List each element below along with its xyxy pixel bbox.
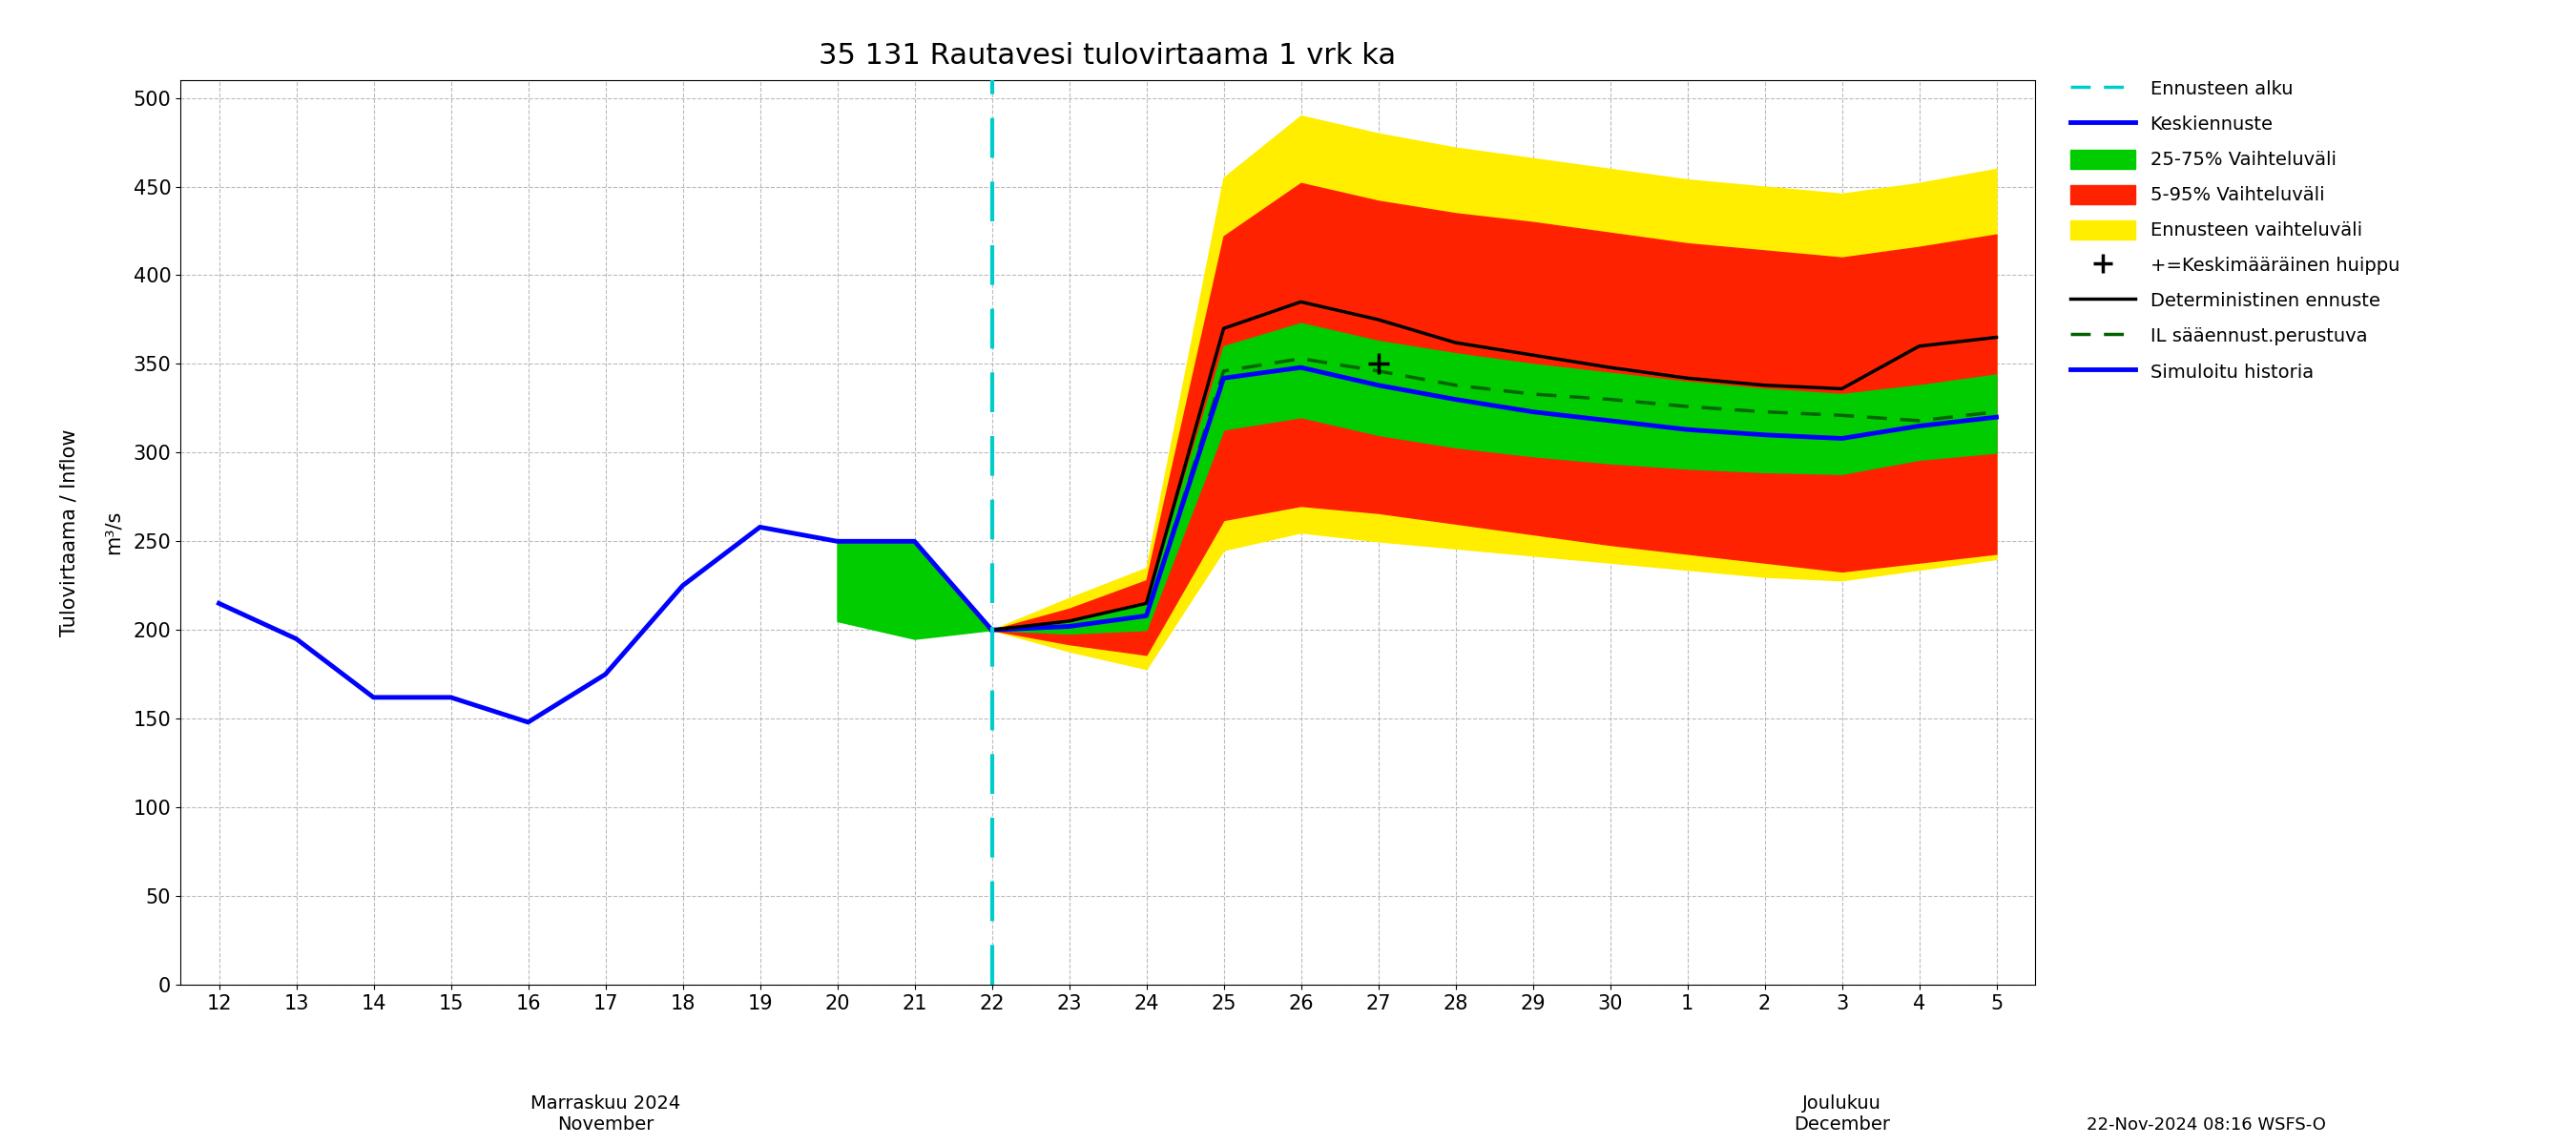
Y-axis label: Tulovirtaama / Inflow

m³/s: Tulovirtaama / Inflow m³/s — [59, 428, 124, 637]
Title: 35 131 Rautavesi tulovirtaama 1 vrk ka: 35 131 Rautavesi tulovirtaama 1 vrk ka — [819, 42, 1396, 70]
Legend: Ennusteen alku, Keskiennuste, 25-75% Vaihteluväli, 5-95% Vaihteluväli, Ennusteen: Ennusteen alku, Keskiennuste, 25-75% Vai… — [2063, 71, 2406, 388]
Text: 22-Nov-2024 08:16 WSFS-O: 22-Nov-2024 08:16 WSFS-O — [2087, 1116, 2326, 1134]
Text: Joulukuu
December: Joulukuu December — [1793, 1095, 1891, 1134]
Text: Marraskuu 2024
November: Marraskuu 2024 November — [531, 1095, 680, 1134]
